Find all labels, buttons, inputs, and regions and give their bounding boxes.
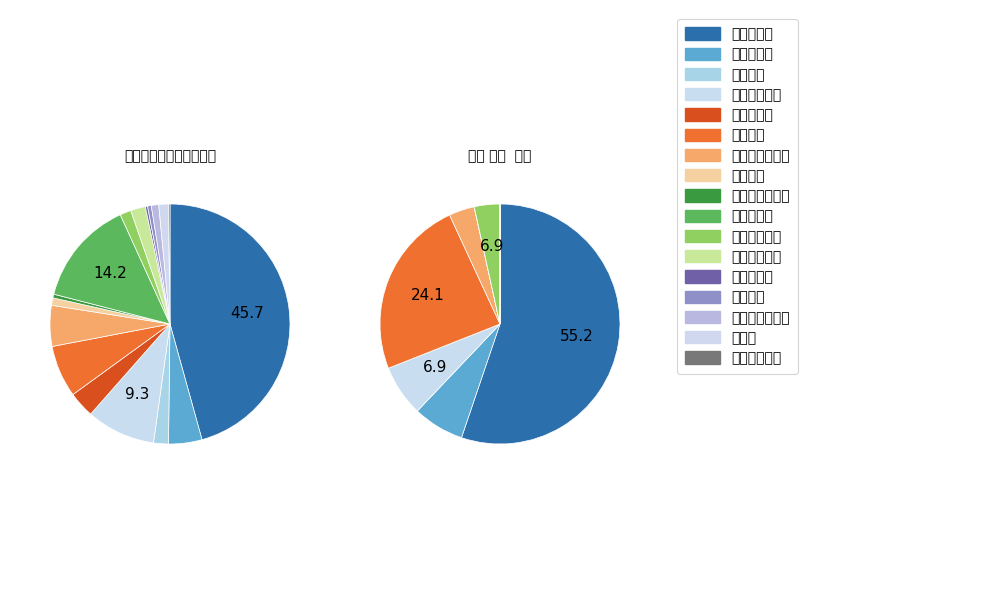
Text: 45.7: 45.7 <box>230 306 264 321</box>
Wedge shape <box>151 205 170 324</box>
Text: 6.9: 6.9 <box>423 360 448 375</box>
Wedge shape <box>450 207 500 324</box>
Wedge shape <box>153 324 170 444</box>
Wedge shape <box>73 324 170 414</box>
Wedge shape <box>159 204 170 324</box>
Wedge shape <box>168 204 170 324</box>
Title: パ・リーグ全プレイヤー: パ・リーグ全プレイヤー <box>124 149 216 163</box>
Wedge shape <box>51 298 170 324</box>
Wedge shape <box>52 324 170 395</box>
Wedge shape <box>417 324 500 437</box>
Wedge shape <box>474 207 500 324</box>
Wedge shape <box>170 204 290 440</box>
Wedge shape <box>91 324 170 443</box>
Wedge shape <box>380 215 500 368</box>
Wedge shape <box>54 215 170 324</box>
Wedge shape <box>131 206 170 324</box>
Title: 茶谷 健太  選手: 茶谷 健太 選手 <box>468 149 532 163</box>
Wedge shape <box>417 324 500 411</box>
Text: 55.2: 55.2 <box>560 329 594 344</box>
Wedge shape <box>120 211 170 324</box>
Wedge shape <box>168 324 202 444</box>
Wedge shape <box>145 206 170 324</box>
Wedge shape <box>53 294 170 324</box>
Wedge shape <box>474 207 500 324</box>
Text: 6.9: 6.9 <box>479 239 504 254</box>
Wedge shape <box>388 324 500 368</box>
Text: 9.3: 9.3 <box>125 388 150 403</box>
Wedge shape <box>474 207 500 324</box>
Wedge shape <box>474 204 500 324</box>
Legend: ストレート, ツーシーム, シュート, カットボール, スプリット, フォーク, チェンジアップ, シンカー, 高速スライダー, スライダー, 縦スライダー, : ストレート, ツーシーム, シュート, カットボール, スプリット, フォーク,… <box>677 19 798 374</box>
Wedge shape <box>50 305 170 346</box>
Text: 24.1: 24.1 <box>411 287 444 302</box>
Wedge shape <box>148 205 170 324</box>
Text: 14.2: 14.2 <box>93 266 127 281</box>
Wedge shape <box>461 204 620 444</box>
Wedge shape <box>388 324 500 411</box>
